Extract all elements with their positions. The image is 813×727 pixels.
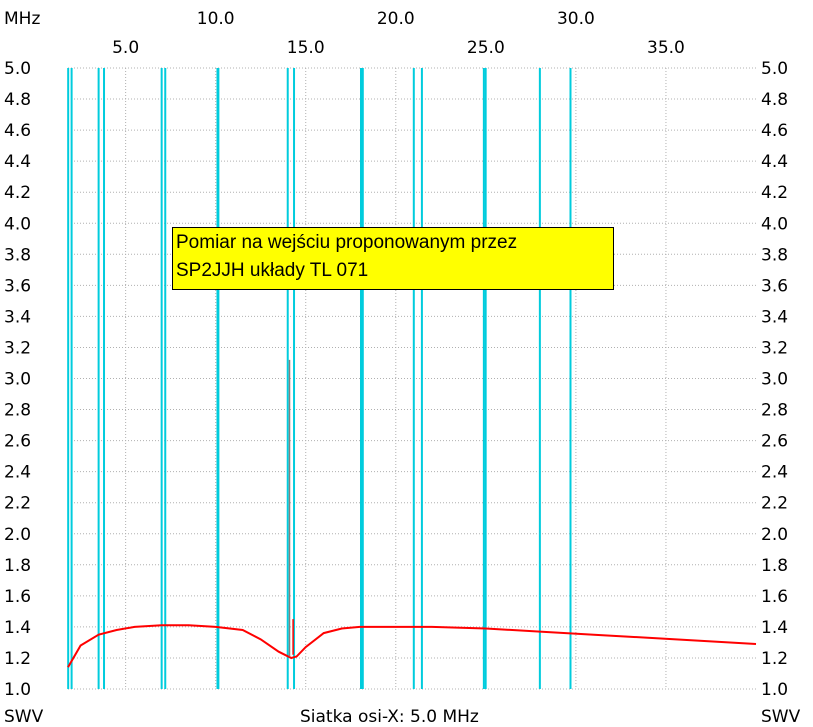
tick-labels: 1.0 1.0 1.2 1.2 1.4 1.4 1.6 1.6 1.8 1.8 2.0 2.0 2.2 2… — [4, 9, 788, 700]
y-tick-label-right: 1.0 — [761, 680, 788, 700]
y-tick-label-left: 2.4 — [4, 463, 31, 483]
y-tick-label-left: 4.4 — [4, 152, 31, 172]
y-axis-label-right: SWV — [761, 707, 801, 727]
y-tick-label-left: 2.2 — [4, 494, 31, 514]
x-tick-label-upper: 10.0 — [197, 9, 235, 29]
y-tick-label-right: 3.6 — [761, 276, 788, 296]
y-tick-label-right: 3.0 — [761, 370, 788, 390]
y-axis-label-left: SWV — [4, 707, 44, 727]
y-tick-label-left: 3.6 — [4, 276, 31, 296]
y-tick-label-right: 4.8 — [761, 90, 788, 110]
y-tick-label-left: 3.2 — [4, 338, 31, 358]
x-tick-label-lower: 15.0 — [287, 38, 325, 58]
y-tick-label-left: 1.8 — [4, 556, 31, 576]
x-tick-label-lower: 35.0 — [647, 38, 685, 58]
x-tick-label-upper: 30.0 — [557, 9, 595, 29]
y-tick-label-right: 2.4 — [761, 463, 788, 483]
y-tick-label-left: 1.0 — [4, 680, 31, 700]
y-tick-label-right: 2.0 — [761, 525, 788, 545]
y-tick-label-right: 2.2 — [761, 494, 788, 514]
grid-spacing-label: Siatka osi-X: 5.0 MHz — [300, 707, 479, 727]
y-tick-label-left: 4.8 — [4, 90, 31, 110]
swr-curve — [67, 624, 757, 668]
y-tick-label-right: 1.6 — [761, 587, 788, 607]
series-layer — [67, 359, 757, 668]
y-tick-label-left: 4.6 — [4, 121, 31, 141]
band-markers — [67, 68, 572, 689]
grid-layer — [68, 67, 756, 690]
y-tick-label-right: 2.6 — [761, 432, 788, 452]
y-tick-label-left: 4.0 — [4, 214, 31, 234]
y-tick-label-left: 4.2 — [4, 183, 31, 203]
y-tick-label-right: 2.8 — [761, 401, 788, 421]
x-tick-label-upper: 20.0 — [377, 9, 415, 29]
y-tick-label-right: 1.8 — [761, 556, 788, 576]
x-tick-label-lower: 5.0 — [112, 38, 139, 58]
y-tick-label-right: 3.4 — [761, 307, 788, 327]
y-tick-label-left: 3.0 — [4, 370, 31, 390]
y-tick-label-right: 4.0 — [761, 214, 788, 234]
y-tick-label-right: 4.2 — [761, 183, 788, 203]
y-tick-label-left: 5.0 — [4, 59, 31, 79]
y-tick-label-left: 2.0 — [4, 525, 31, 545]
y-tick-label-right: 4.4 — [761, 152, 788, 172]
annotation-line-2: SP2JJH układy TL 071 — [176, 260, 369, 281]
y-tick-label-left: 2.6 — [4, 432, 31, 452]
y-tick-label-left: 1.4 — [4, 618, 31, 638]
y-tick-label-right: 5.0 — [761, 59, 788, 79]
y-tick-label-left: 3.4 — [4, 307, 31, 327]
y-tick-label-left: 1.6 — [4, 587, 31, 607]
y-tick-label-left: 2.8 — [4, 401, 31, 421]
annotation-box: Pomiar na wejściu proponowanym przez SP2… — [172, 227, 614, 290]
y-tick-label-right: 3.2 — [761, 338, 788, 358]
y-tick-label-right: 3.8 — [761, 245, 788, 265]
y-tick-label-left: 3.8 — [4, 245, 31, 265]
y-tick-label-right: 1.2 — [761, 649, 788, 669]
x-tick-label-lower: 25.0 — [467, 38, 505, 58]
y-tick-label-left: 1.2 — [4, 649, 31, 669]
y-tick-label-right: 1.4 — [761, 618, 788, 638]
annotation-line-1: Pomiar na wejściu proponowanym przez — [176, 232, 518, 253]
x-unit-label: MHz — [4, 9, 40, 29]
y-tick-label-right: 4.6 — [761, 121, 788, 141]
